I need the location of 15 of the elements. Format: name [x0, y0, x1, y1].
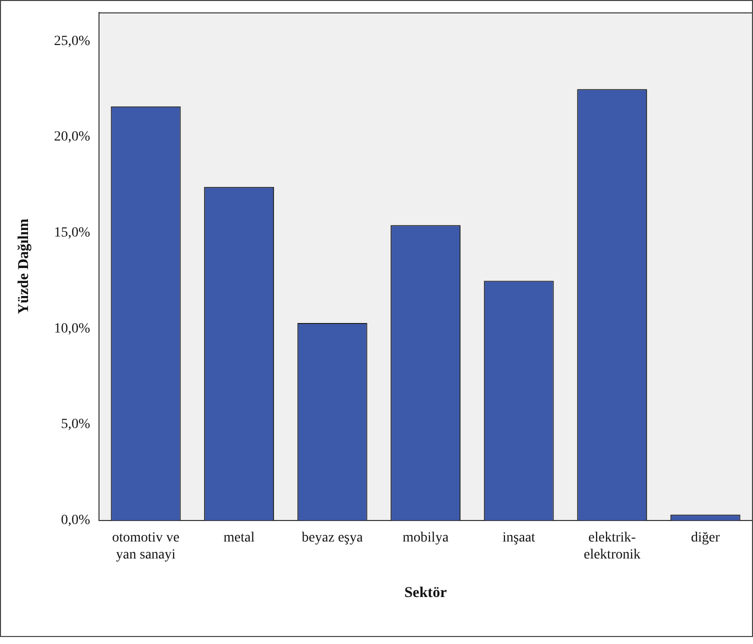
x-axis-title: Sektör [404, 584, 448, 601]
x-tick-label: inşaat [502, 530, 536, 546]
y-tick-label: 5,0% [60, 417, 90, 432]
x-tick-label: metal [224, 530, 255, 546]
y-tick-label: 15,0% [54, 226, 90, 241]
y-tick-label: 20,0% [54, 130, 90, 145]
x-tick-label: otomotiv ve yan sanayi [112, 530, 180, 562]
y-axis-title: Yüzde Dağılım [16, 218, 32, 314]
y-tick-label: 10,0% [54, 321, 90, 336]
y-tick-label: 25,0% [54, 34, 90, 49]
x-tick-label: beyaz eşya [302, 530, 364, 546]
x-tick-label: diğer [690, 530, 720, 546]
y-tick-label: 0,0% [60, 513, 90, 528]
x-tick-label: elektrik-elektronik [584, 530, 640, 562]
x-tick-label: mobilya [402, 530, 450, 546]
